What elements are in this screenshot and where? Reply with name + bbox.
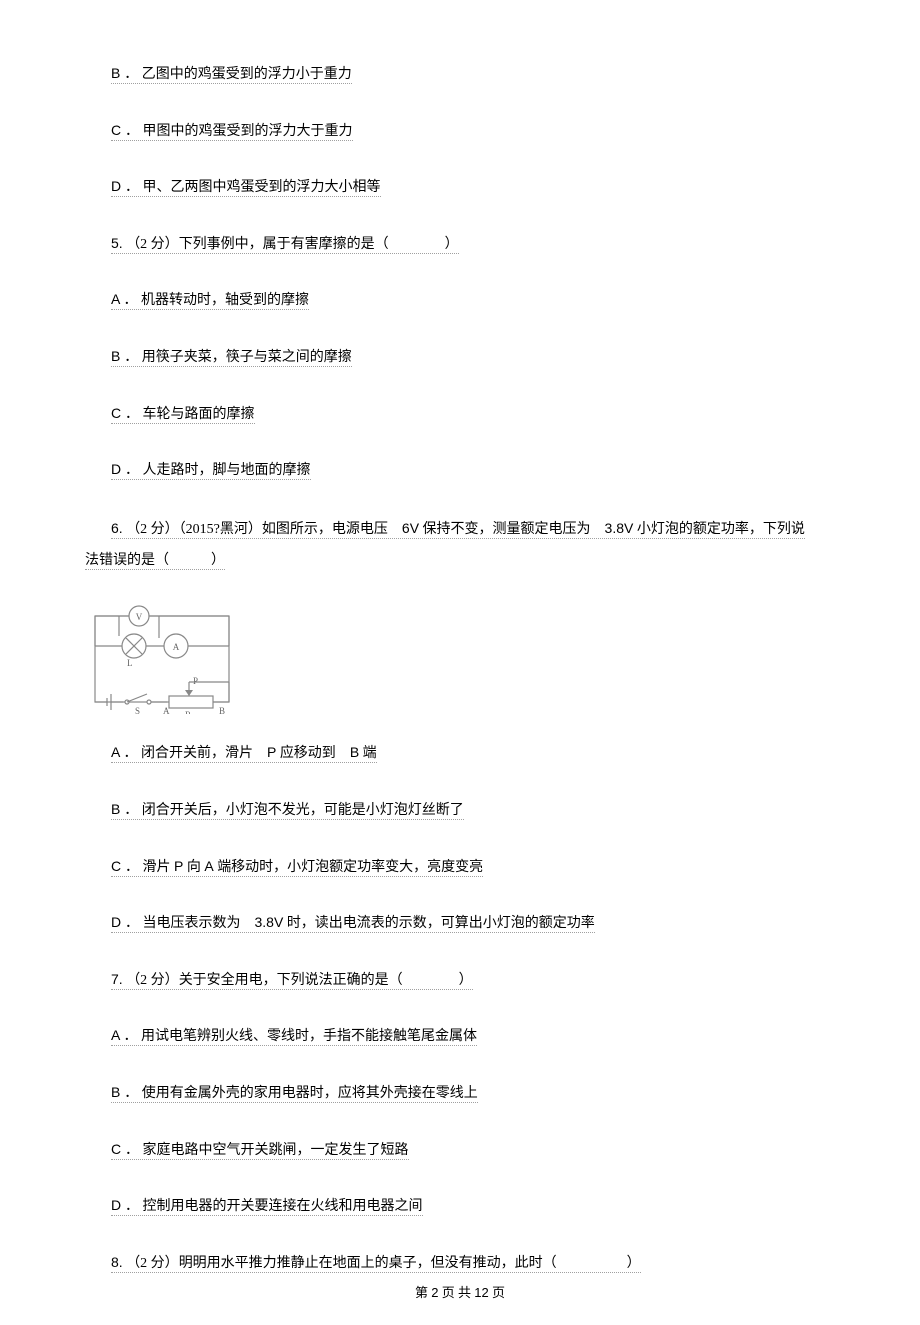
option-letter: C ． [111,1141,139,1157]
question-number: 6. [111,520,123,536]
footer-total: 12 [474,1285,488,1300]
voltmeter-label: V [136,612,143,622]
circuit-svg: V L A S A [89,604,239,714]
question-source: （2015?黑河） [179,522,262,537]
option-text: 闭合开关前，滑片 [141,746,253,761]
question-number: 8. [111,1254,123,1270]
footer-suf: 页 [489,1285,505,1300]
voltage-1: 6V [402,520,419,536]
circuit-diagram: V L A S A [85,604,835,719]
slider-label: P [193,676,198,686]
q7-option-a: A ． 用试电笔辨别火线、零线时，手指不能接触笔尾金属体 [85,1022,835,1051]
option-text: 应移动到 [280,746,336,761]
svg-text:RP: RP [185,710,195,714]
q6-option-c: C ． 滑片 P 向 A 端移动时，小灯泡额定功率变大，亮度变亮 [85,853,835,882]
option-text: 向 [187,860,201,875]
q4-option-c: C ． 甲图中的鸡蛋受到的浮力大于重力 [85,117,835,146]
option-letter: D ． [111,461,139,477]
ammeter-label: A [173,642,180,652]
option-text: 当电压表示数为 [143,916,241,931]
option-letter: B ． [111,801,138,817]
q5-option-d: D ． 人走路时，脚与地面的摩擦 [85,456,835,485]
option-letter: B ． [111,348,138,364]
voltage-2: 3.8V [605,520,634,536]
option-text: 车轮与路面的摩擦 [143,407,255,422]
stem-part: 保持不变，测量额定电压为 [423,522,591,537]
option-text: 端移动时，小灯泡额定功率变大，亮度变亮 [217,860,483,875]
q7-option-c: C ． 家庭电路中空气开关跳闸，一定发生了短路 [85,1136,835,1165]
switch-label: S [135,706,140,714]
footer-current: 2 [431,1285,438,1300]
page-footer: 第 2 页 共 12 页 [0,1282,920,1301]
q5-option-b: B ． 用筷子夹菜，筷子与菜之间的摩擦 [85,343,835,372]
option-text: 甲图中的鸡蛋受到的浮力大于重力 [143,124,353,139]
option-letter: C ． [111,858,139,874]
option-text: 闭合开关后，小灯泡不发光，可能是小灯泡灯丝断了 [142,803,464,818]
question-points: （2 分） [126,237,179,252]
option-text: 用筷子夹菜，筷子与菜之间的摩擦 [142,350,352,365]
option-letter: A ． [111,1027,137,1043]
question-points: （2 分） [126,1256,179,1271]
option-letter: D ． [111,1197,139,1213]
stem-part: 如图所示，电源电压 [262,522,388,537]
q7-option-d: D ． 控制用电器的开关要连接在火线和用电器之间 [85,1192,835,1221]
option-text: 用试电笔辨别火线、零线时，手指不能接触笔尾金属体 [141,1029,477,1044]
slider-p: P [267,744,276,760]
q4-option-d: D ． 甲、乙两图中鸡蛋受到的浮力大小相等 [85,173,835,202]
question-number: 5. [111,235,123,251]
q6-stem: 6. （2 分）（2015?黑河）如图所示，电源电压 6V 保持不变，测量额定电… [85,513,835,577]
stem-part: 法错误的是（ ） [85,553,225,568]
end-b: B [350,744,359,760]
q5-stem: 5. （2 分）下列事例中，属于有害摩擦的是（ ） [85,230,835,259]
question-text: 下列事例中，属于有害摩擦的是（ ） [179,237,459,252]
q6-option-b: B ． 闭合开关后，小灯泡不发光，可能是小灯泡灯丝断了 [85,796,835,825]
option-text: 时，读出电流表的示数，可算出小灯泡的额定功率 [287,916,595,931]
option-letter: B ． [111,1084,138,1100]
footer-pre: 第 [415,1285,431,1300]
option-letter: C ． [111,122,139,138]
q5-option-a: A ． 机器转动时，轴受到的摩擦 [85,286,835,315]
q7-stem: 7. （2 分）关于安全用电，下列说法正确的是（ ） [85,966,835,995]
option-text: 控制用电器的开关要连接在火线和用电器之间 [143,1199,423,1214]
option-text: 家庭电路中空气开关跳闸，一定发生了短路 [143,1143,409,1158]
stem-part: 小灯泡的额定功率，下列说 [637,522,805,537]
option-text: 乙图中的鸡蛋受到的浮力小于重力 [142,67,352,82]
footer-mid: 页 共 [439,1285,475,1300]
question-number: 7. [111,971,123,987]
option-letter: D ． [111,914,139,930]
rheostat-label: R [185,710,191,714]
question-points: （2 分） [126,973,179,988]
option-text: 人走路时，脚与地面的摩擦 [143,463,311,478]
option-text: 机器转动时，轴受到的摩擦 [141,293,309,308]
option-letter: C ． [111,405,139,421]
rheostat-right-label: B [219,706,225,714]
question-text: 明明用水平推力推静止在地面上的桌子，但没有推动，此时（ ） [179,1256,641,1271]
slider-p: P [174,858,183,874]
option-text: 甲、乙两图中鸡蛋受到的浮力大小相等 [143,180,381,195]
option-letter: A ． [111,744,137,760]
q8-stem: 8. （2 分）明明用水平推力推静止在地面上的桌子，但没有推动，此时（ ） [85,1249,835,1278]
option-letter: B ． [111,65,138,81]
end-a: A [204,858,213,874]
option-text: 滑片 [143,860,171,875]
q4-option-b: B ． 乙图中的鸡蛋受到的浮力小于重力 [85,60,835,89]
lamp-label: L [127,658,133,668]
option-text: 端 [363,746,377,761]
q7-option-b: B ． 使用有金属外壳的家用电器时，应将其外壳接在零线上 [85,1079,835,1108]
q6-option-a: A ． 闭合开关前，滑片 P 应移动到 B 端 [85,739,835,768]
q6-option-d: D ． 当电压表示数为 3.8V 时，读出电流表的示数，可算出小灯泡的额定功率 [85,909,835,938]
voltage: 3.8V [255,914,284,930]
option-text: 使用有金属外壳的家用电器时，应将其外壳接在零线上 [142,1086,478,1101]
option-letter: A ． [111,291,137,307]
option-letter: D ． [111,178,139,194]
question-text: 关于安全用电，下列说法正确的是（ ） [179,973,473,988]
question-points: （2 分） [126,522,179,537]
q5-option-c: C ． 车轮与路面的摩擦 [85,400,835,429]
